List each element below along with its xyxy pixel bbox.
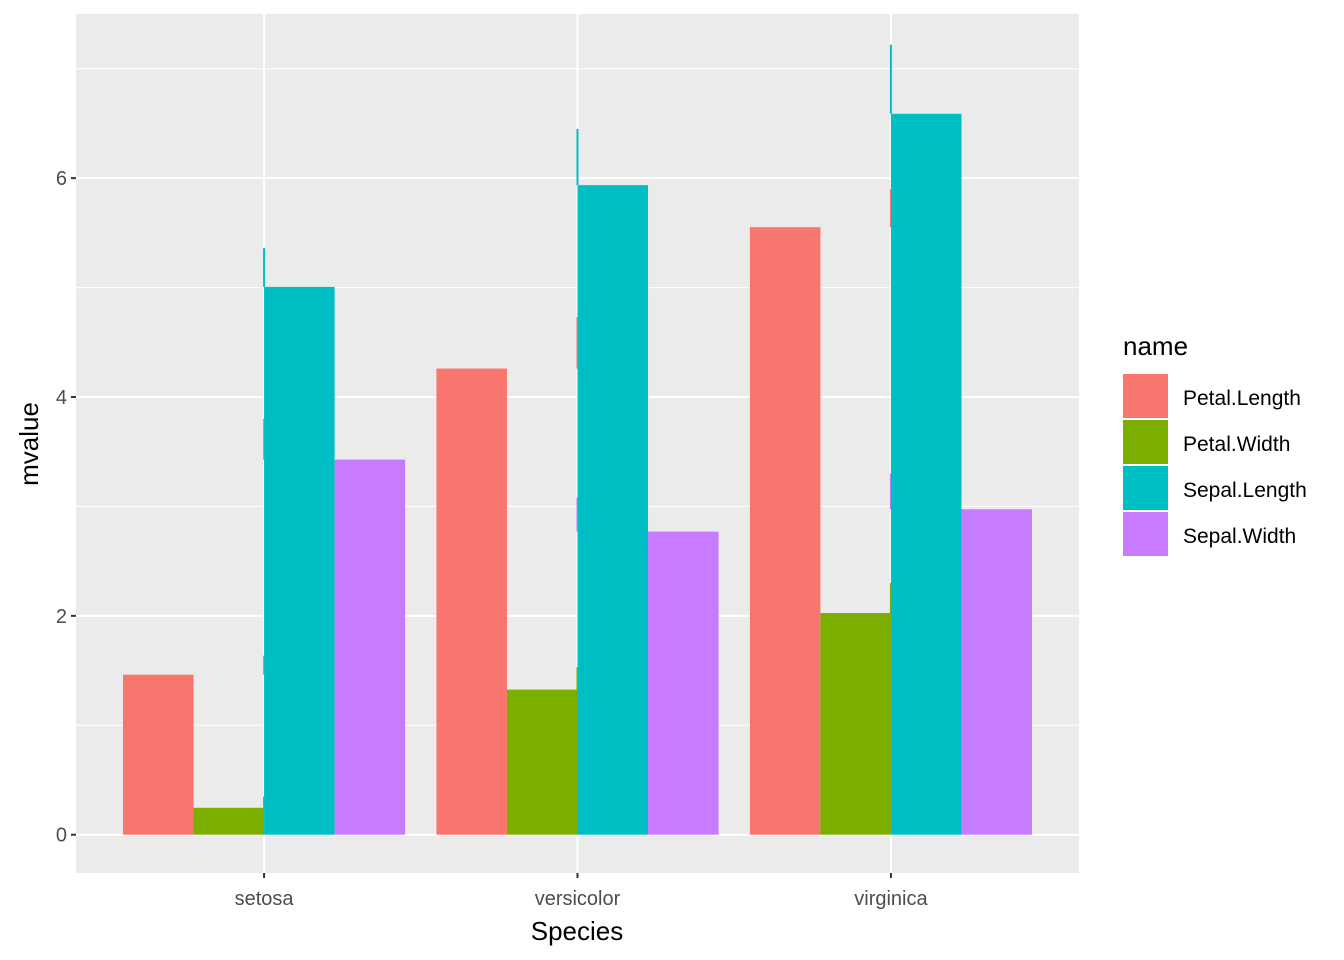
legend-label: Petal.Width: [1183, 433, 1290, 456]
legend-label: Sepal.Width: [1183, 525, 1296, 548]
x-tick-label: virginica: [854, 888, 928, 910]
bar: [264, 286, 335, 835]
y-tick-label: 0: [56, 825, 67, 847]
bar: [648, 531, 719, 835]
y-tick-label: 6: [56, 168, 67, 190]
x-tick-label: versicolor: [535, 888, 621, 910]
bar: [961, 509, 1032, 835]
bar: [193, 807, 265, 835]
legend-label: Sepal.Length: [1183, 479, 1307, 502]
legend-label: Petal.Length: [1183, 387, 1301, 410]
bar: [123, 674, 194, 835]
bar: [820, 613, 891, 835]
y-tick-label: 2: [56, 606, 67, 628]
y-tick-label: 4: [56, 387, 67, 409]
x-axis-title: Species: [531, 916, 624, 946]
legend-title: name: [1123, 331, 1188, 361]
y-axis-ticks: 0 2 4 6: [56, 168, 76, 847]
legend: name Petal.Length Petal.Width Sepal.Length…: [1123, 331, 1307, 556]
bar: [577, 185, 649, 835]
x-axis-ticks: setosa versicolor virginica: [235, 873, 928, 910]
x-tick-label: setosa: [235, 888, 295, 910]
legend-key: [1123, 512, 1168, 556]
legend-key: [1123, 420, 1168, 464]
bar: [890, 113, 962, 835]
legend-key: [1123, 374, 1168, 418]
legend-key: [1123, 466, 1168, 510]
bar: [334, 459, 406, 835]
bars: [123, 113, 1032, 835]
y-axis-title: mvalue: [14, 402, 44, 486]
bar: [749, 227, 821, 835]
bar: [436, 368, 507, 835]
bar: [506, 689, 578, 835]
